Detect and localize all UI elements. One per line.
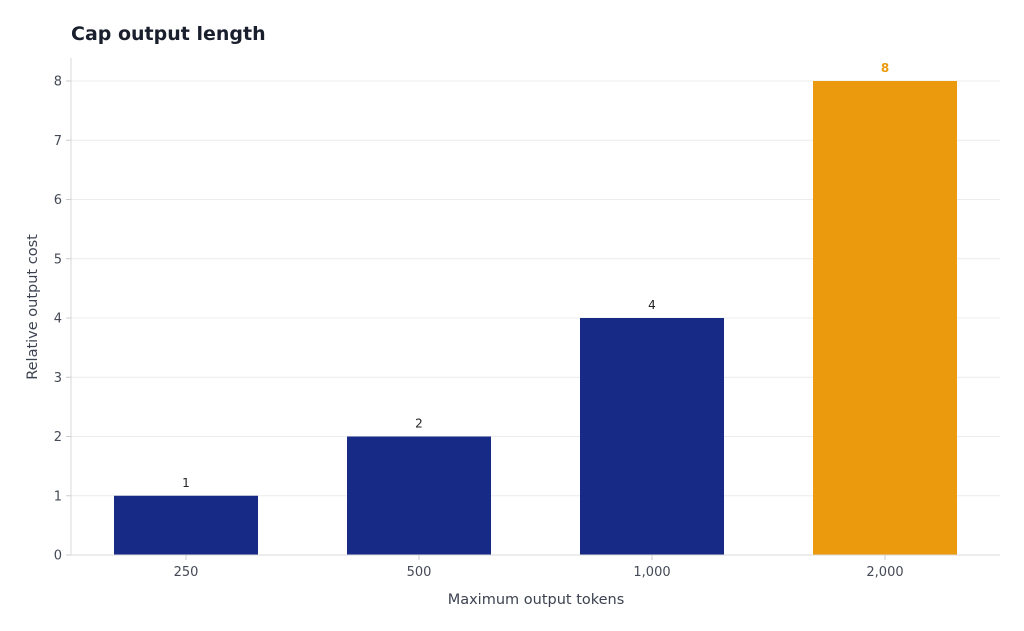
bar-1000 — [580, 318, 724, 555]
y-tick-label: 0 — [54, 549, 62, 564]
x-axis-ticks: 250 500 1,000 2,000 — [174, 555, 904, 580]
y-tick-label: 8 — [54, 75, 62, 90]
grid-lines — [71, 80, 1000, 497]
y-axis-label: Relative output cost — [25, 234, 41, 380]
data-label: 8 — [881, 61, 889, 75]
chart-title: Cap output length — [71, 23, 266, 45]
data-label: 1 — [182, 476, 190, 490]
y-tick-label: 4 — [54, 312, 62, 327]
y-axis-ticks: 0 1 2 3 4 5 6 7 8 — [54, 75, 71, 564]
y-tick-label: 3 — [54, 371, 62, 386]
x-tick-label: 500 — [407, 565, 432, 580]
data-labels: 1 2 4 8 — [182, 61, 889, 490]
y-tick-label: 5 — [54, 252, 62, 267]
bar-250 — [114, 495, 258, 555]
bars — [114, 81, 957, 555]
bar-2000 — [813, 81, 957, 555]
y-tick-label: 2 — [54, 430, 62, 445]
y-tick-label: 1 — [54, 489, 62, 504]
data-label: 2 — [415, 417, 423, 431]
x-tick-label: 250 — [174, 565, 199, 580]
data-label: 4 — [648, 298, 656, 312]
y-tick-label: 6 — [54, 193, 62, 208]
y-tick-label: 7 — [54, 134, 62, 149]
x-axis-label: Maximum output tokens — [448, 592, 625, 608]
bar-500 — [347, 436, 491, 555]
x-tick-label: 1,000 — [633, 565, 670, 580]
x-tick-label: 2,000 — [866, 565, 903, 580]
